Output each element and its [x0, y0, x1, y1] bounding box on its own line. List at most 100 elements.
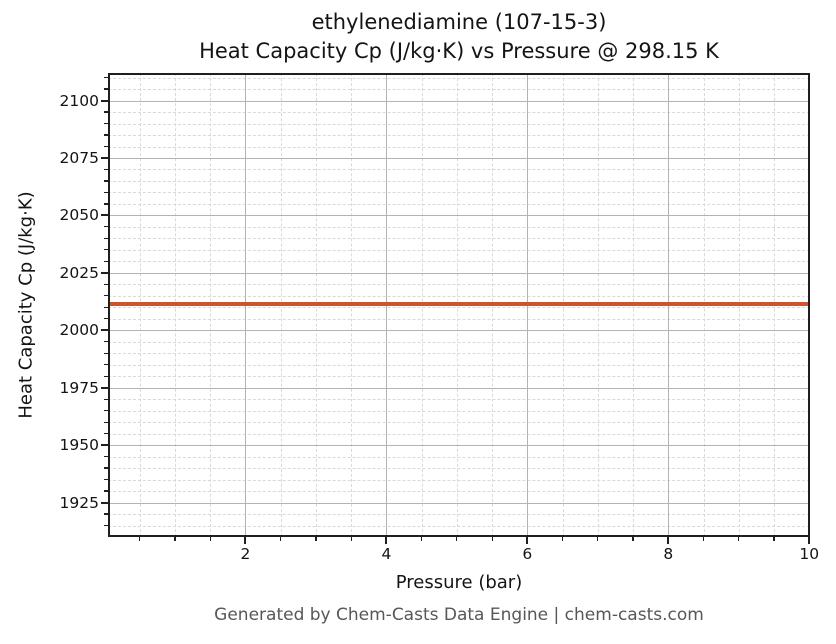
- y-major-tick: [101, 271, 108, 274]
- y-minor-tick: [104, 524, 108, 527]
- y-minor-tick: [104, 191, 108, 194]
- x-minor-tick: [773, 537, 775, 541]
- y-major-tick: [101, 444, 108, 447]
- y-minor-tick: [104, 111, 108, 113]
- y-minor-gridline: [108, 295, 810, 297]
- y-tick-label: 2025: [59, 263, 99, 282]
- y-minor-gridline: [108, 318, 810, 320]
- x-major-tick: [526, 537, 529, 544]
- y-minor-gridline: [108, 341, 810, 343]
- x-minor-tick: [280, 537, 282, 541]
- x-axis-label: Pressure (bar): [395, 572, 523, 593]
- x-minor-tick: [209, 537, 211, 541]
- y-minor-gridline: [108, 410, 810, 412]
- y-major-tick: [101, 99, 108, 102]
- y-minor-gridline: [108, 169, 810, 171]
- y-minor-gridline: [108, 353, 810, 355]
- x-tick-label: 10: [799, 545, 820, 563]
- footer-text: Generated by Chem-Casts Data Engine | ch…: [214, 605, 704, 625]
- x-tick-label: 8: [663, 545, 674, 563]
- chart-title-line-1: ethylenediamine (107-15-3): [311, 10, 607, 34]
- y-minor-gridline: [108, 284, 810, 286]
- y-minor-tick: [104, 421, 108, 423]
- y-minor-gridline: [108, 456, 810, 458]
- x-tick-label: 2: [240, 545, 251, 563]
- plot-area: 1925 1950 1975 2000 2025 2050 2075 2100 2 4 6 8 10: [60, 73, 819, 563]
- x-minor-tick: [456, 537, 458, 541]
- y-minor-tick: [104, 237, 108, 239]
- y-minor-tick: [104, 352, 108, 354]
- y-major-gridline: [108, 387, 810, 389]
- y-minor-tick: [104, 318, 108, 320]
- y-minor-gridline: [108, 192, 810, 194]
- y-minor-gridline: [108, 422, 810, 424]
- y-minor-tick: [104, 203, 108, 205]
- y-minor-gridline: [108, 135, 810, 137]
- y-minor-tick: [104, 398, 108, 400]
- y-minor-tick: [104, 283, 108, 285]
- y-minor-gridline: [108, 77, 810, 79]
- chart-title: ethylenediamine (107-15-3) Heat Capacity…: [108, 8, 810, 66]
- y-minor-gridline: [108, 146, 810, 148]
- x-tick-label: 4: [381, 545, 392, 563]
- x-minor-tick: [139, 537, 141, 541]
- y-major-tick: [101, 501, 108, 504]
- y-tick-label: 1950: [59, 436, 99, 455]
- x-minor-tick: [632, 537, 634, 541]
- y-minor-tick: [104, 478, 108, 481]
- y-minor-tick: [104, 295, 108, 297]
- y-minor-gridline: [108, 112, 810, 114]
- y-minor-tick: [104, 260, 108, 262]
- y-minor-gridline: [108, 364, 810, 366]
- x-minor-tick: [421, 537, 423, 541]
- y-major-gridline: [108, 157, 810, 159]
- y-minor-gridline: [108, 399, 810, 401]
- y-minor-tick: [104, 364, 108, 366]
- y-major-gridline: [108, 330, 810, 332]
- y-tick-label: 2075: [59, 148, 99, 167]
- y-minor-gridline: [108, 479, 810, 481]
- y-minor-tick: [104, 249, 108, 251]
- cp-series-line: [108, 302, 810, 306]
- x-minor-tick: [738, 537, 740, 541]
- y-minor-gridline: [108, 123, 810, 125]
- y-minor-gridline: [108, 525, 810, 527]
- y-minor-gridline: [108, 433, 810, 435]
- x-minor-tick: [702, 537, 705, 541]
- x-minor-tick: [350, 537, 352, 541]
- y-minor-tick: [104, 490, 108, 492]
- y-minor-gridline: [108, 203, 810, 205]
- chart-title-line-2: Heat Capacity Cp (J/kg·K) vs Pressure @ …: [199, 39, 719, 63]
- y-minor-tick: [104, 433, 108, 435]
- y-minor-tick: [104, 134, 108, 136]
- y-tick-label: 1925: [59, 493, 99, 512]
- y-minor-gridline: [108, 376, 810, 378]
- y-minor-tick: [104, 341, 108, 343]
- y-major-gridline: [108, 100, 810, 102]
- y-tick-label: 2050: [59, 206, 99, 225]
- y-major-tick: [101, 329, 108, 332]
- y-tick-label: 1975: [59, 378, 99, 397]
- y-minor-gridline: [108, 468, 810, 470]
- x-tick-label: 6: [522, 545, 533, 563]
- y-major-tick: [101, 156, 108, 159]
- y-minor-gridline: [108, 307, 810, 309]
- y-minor-tick: [104, 122, 108, 125]
- y-minor-tick: [104, 226, 108, 228]
- y-minor-gridline: [108, 491, 810, 493]
- y-minor-tick: [104, 456, 108, 458]
- y-minor-gridline: [108, 226, 810, 228]
- y-minor-tick: [104, 467, 108, 469]
- x-minor-tick: [174, 537, 176, 541]
- x-major-tick: [385, 537, 388, 544]
- y-minor-tick: [104, 88, 108, 90]
- y-minor-tick: [104, 513, 108, 515]
- x-major-tick: [808, 537, 811, 544]
- y-minor-gridline: [108, 514, 810, 516]
- y-major-gridline: [108, 272, 810, 274]
- y-tick-label: 2000: [59, 321, 99, 340]
- x-minor-tick: [491, 537, 493, 541]
- y-minor-tick: [104, 76, 108, 79]
- y-minor-tick: [104, 306, 108, 308]
